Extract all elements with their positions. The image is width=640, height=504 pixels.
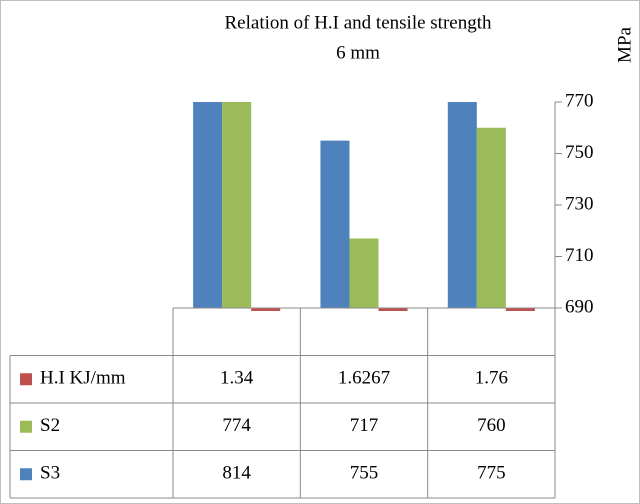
table-cell: 814 — [222, 463, 251, 484]
legend-key — [20, 468, 32, 481]
bar — [447, 102, 477, 308]
y-tick-label: 710 — [565, 245, 594, 266]
table-cell: 775 — [477, 463, 506, 484]
bar — [193, 102, 223, 308]
bar — [505, 308, 535, 311]
legend-label: S3 — [40, 463, 60, 484]
bar — [251, 308, 281, 311]
legend-label: H.I KJ/mm — [40, 368, 126, 389]
table-cell: 760 — [477, 415, 506, 436]
y-tick-label: 730 — [565, 193, 594, 214]
legend-key — [20, 373, 32, 386]
table-cell: 1.34 — [220, 368, 254, 389]
bar — [476, 127, 506, 308]
y-tick-label: 690 — [565, 296, 594, 317]
chart-subtitle: 6 mm — [336, 42, 380, 63]
bar — [222, 102, 252, 308]
table-cell: 755 — [350, 463, 379, 484]
bar — [320, 140, 350, 308]
chart-title: Relation of H.I and tensile strength — [225, 12, 492, 33]
table-cell: 774 — [222, 415, 251, 436]
table-cell: 717 — [350, 415, 379, 436]
legend-label: S2 — [40, 415, 60, 436]
bar — [349, 238, 379, 308]
legend-key — [20, 420, 32, 433]
table-cell: 1.6267 — [338, 368, 390, 389]
y-tick-label: 770 — [565, 90, 594, 111]
y-axis-label: MPa — [614, 26, 635, 62]
table-cell: 1.76 — [475, 368, 508, 389]
bar — [378, 308, 408, 311]
y-tick-label: 750 — [565, 142, 594, 163]
